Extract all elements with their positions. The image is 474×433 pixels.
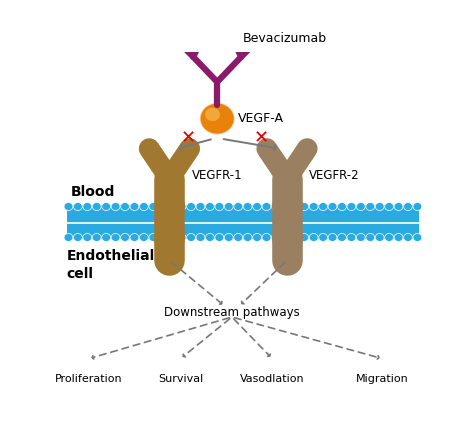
Circle shape bbox=[291, 233, 299, 242]
Circle shape bbox=[224, 203, 233, 210]
Circle shape bbox=[187, 203, 195, 210]
Circle shape bbox=[253, 233, 262, 242]
Circle shape bbox=[272, 203, 280, 210]
Circle shape bbox=[206, 203, 214, 210]
Circle shape bbox=[139, 233, 148, 242]
Circle shape bbox=[281, 233, 290, 242]
Circle shape bbox=[201, 103, 234, 134]
Circle shape bbox=[177, 203, 186, 210]
Circle shape bbox=[253, 203, 262, 210]
Circle shape bbox=[168, 233, 177, 242]
Text: VEGFR-2: VEGFR-2 bbox=[309, 169, 360, 182]
Circle shape bbox=[234, 203, 243, 210]
Circle shape bbox=[234, 233, 243, 242]
Circle shape bbox=[83, 233, 91, 242]
Circle shape bbox=[243, 203, 252, 210]
Bar bbox=[66, 224, 419, 239]
Text: Blood: Blood bbox=[70, 185, 115, 199]
Text: Survival: Survival bbox=[158, 374, 203, 384]
Circle shape bbox=[328, 233, 337, 242]
Circle shape bbox=[291, 203, 299, 210]
Circle shape bbox=[337, 203, 346, 210]
Bar bbox=[66, 205, 419, 224]
Circle shape bbox=[120, 233, 129, 242]
Circle shape bbox=[328, 203, 337, 210]
Circle shape bbox=[272, 233, 280, 242]
Circle shape bbox=[319, 203, 328, 210]
Text: ✕: ✕ bbox=[254, 129, 269, 148]
Text: Bevacizumab: Bevacizumab bbox=[243, 32, 327, 45]
Circle shape bbox=[403, 233, 412, 242]
Text: VEGFR-1: VEGFR-1 bbox=[191, 169, 242, 182]
Circle shape bbox=[262, 233, 271, 242]
Circle shape bbox=[262, 203, 271, 210]
Text: ✕: ✕ bbox=[180, 129, 195, 148]
Circle shape bbox=[149, 233, 158, 242]
Circle shape bbox=[83, 203, 91, 210]
Circle shape bbox=[375, 203, 384, 210]
Circle shape bbox=[215, 233, 224, 242]
Circle shape bbox=[187, 233, 195, 242]
Circle shape bbox=[139, 203, 148, 210]
Text: Proliferation: Proliferation bbox=[55, 374, 122, 384]
Circle shape bbox=[281, 203, 290, 210]
Circle shape bbox=[168, 203, 177, 210]
Circle shape bbox=[385, 203, 393, 210]
Circle shape bbox=[394, 203, 403, 210]
Circle shape bbox=[347, 233, 356, 242]
Circle shape bbox=[356, 233, 365, 242]
Circle shape bbox=[102, 233, 110, 242]
Circle shape bbox=[224, 233, 233, 242]
Circle shape bbox=[309, 233, 318, 242]
Circle shape bbox=[309, 203, 318, 210]
Circle shape bbox=[111, 203, 120, 210]
Circle shape bbox=[206, 233, 214, 242]
Circle shape bbox=[92, 203, 101, 210]
Circle shape bbox=[413, 233, 422, 242]
Circle shape bbox=[200, 103, 235, 134]
Circle shape bbox=[337, 233, 346, 242]
Circle shape bbox=[64, 203, 73, 210]
Circle shape bbox=[92, 233, 101, 242]
Text: Vasodlation: Vasodlation bbox=[240, 374, 305, 384]
Circle shape bbox=[403, 203, 412, 210]
Circle shape bbox=[385, 233, 393, 242]
Circle shape bbox=[300, 203, 309, 210]
Circle shape bbox=[158, 233, 167, 242]
Circle shape bbox=[130, 233, 139, 242]
Circle shape bbox=[375, 233, 384, 242]
Circle shape bbox=[130, 203, 139, 210]
Circle shape bbox=[149, 203, 158, 210]
Circle shape bbox=[394, 233, 403, 242]
Circle shape bbox=[177, 233, 186, 242]
Circle shape bbox=[300, 233, 309, 242]
Circle shape bbox=[413, 203, 422, 210]
Circle shape bbox=[158, 203, 167, 210]
Circle shape bbox=[243, 233, 252, 242]
Text: Migration: Migration bbox=[356, 374, 409, 384]
Circle shape bbox=[102, 203, 110, 210]
Circle shape bbox=[366, 203, 374, 210]
Circle shape bbox=[111, 233, 120, 242]
Circle shape bbox=[347, 203, 356, 210]
Circle shape bbox=[196, 203, 205, 210]
Circle shape bbox=[366, 233, 374, 242]
Circle shape bbox=[356, 203, 365, 210]
Circle shape bbox=[215, 203, 224, 210]
Circle shape bbox=[205, 108, 220, 121]
Text: Endothelial
cell: Endothelial cell bbox=[66, 249, 155, 281]
Circle shape bbox=[73, 233, 82, 242]
Circle shape bbox=[196, 233, 205, 242]
Circle shape bbox=[319, 233, 328, 242]
Circle shape bbox=[64, 233, 73, 242]
Text: VEGF-A: VEGF-A bbox=[237, 112, 283, 125]
Circle shape bbox=[73, 203, 82, 210]
Circle shape bbox=[120, 203, 129, 210]
Text: Downstream pathways: Downstream pathways bbox=[164, 306, 300, 319]
